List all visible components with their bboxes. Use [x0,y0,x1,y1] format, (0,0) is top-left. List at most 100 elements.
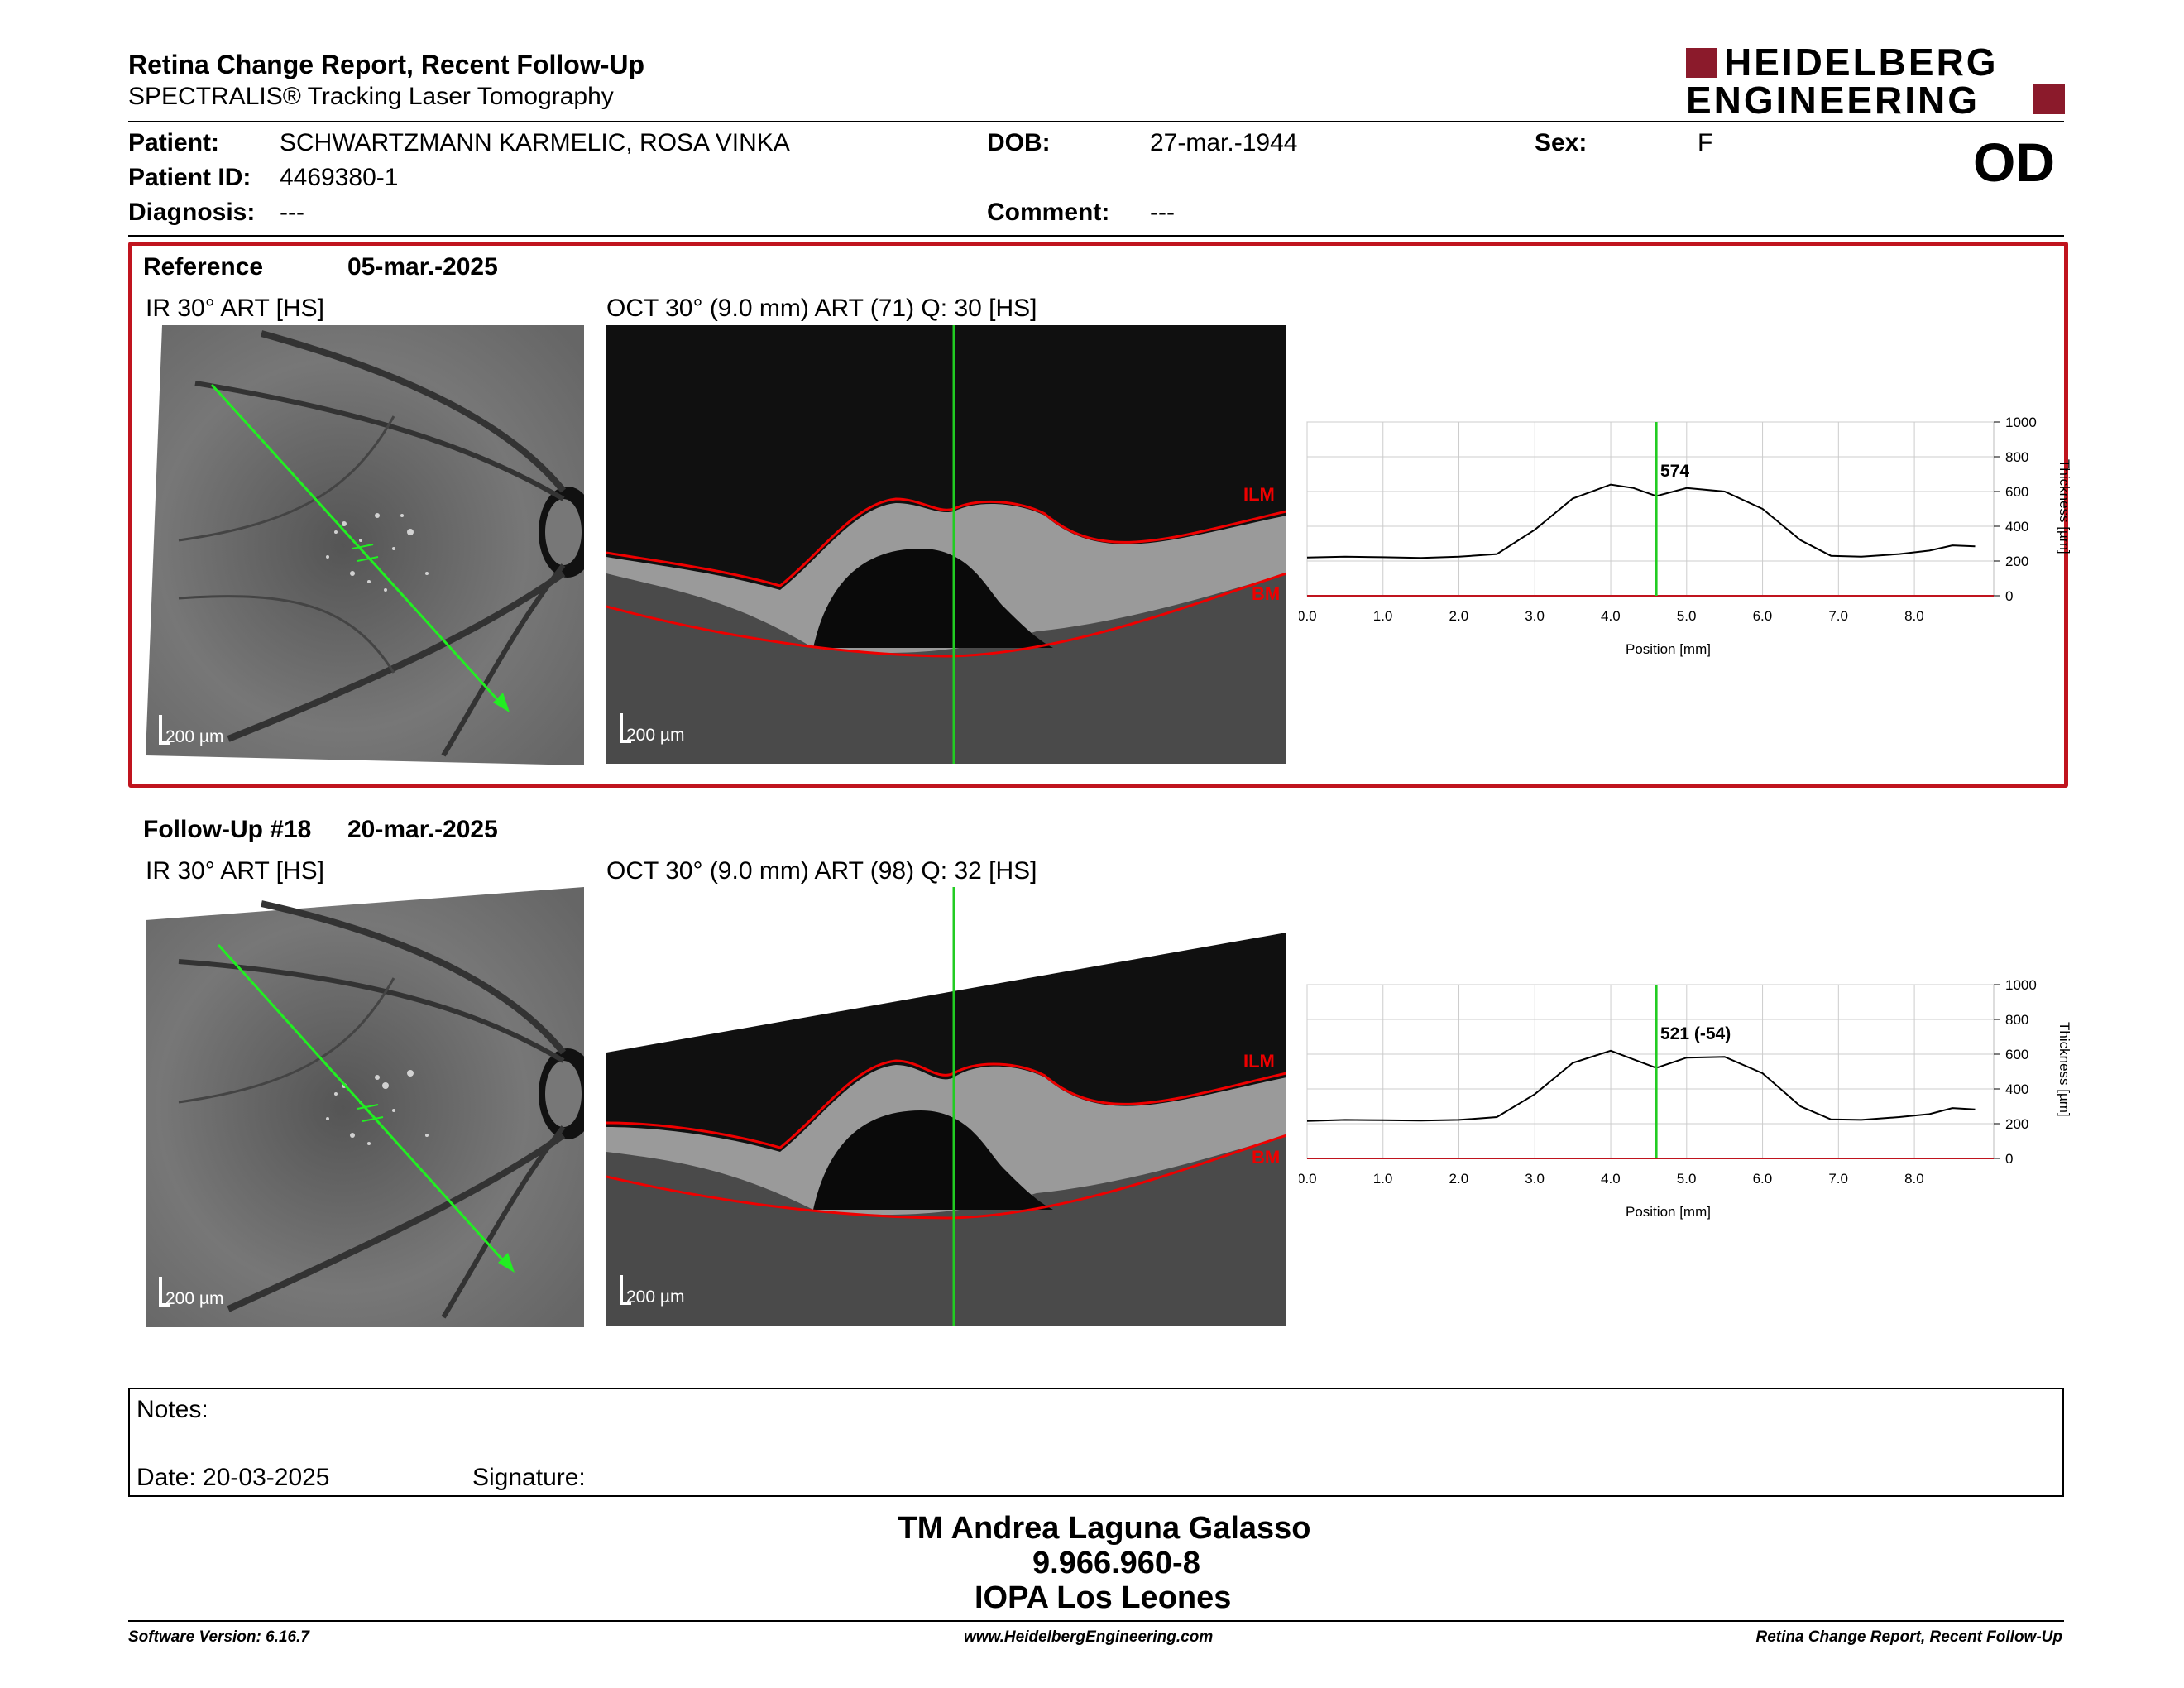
signature-org: IOPA Los Leones [975,1580,1232,1615]
signature-label: Signature: [472,1464,586,1491]
followup-ir-scale: 200 µm [158,1277,224,1308]
logo-text-line1: HEIDELBERG [1724,41,1999,84]
reference-ilm-label: ILM [1243,484,1275,505]
footer-website[interactable]: www.HeidelbergEngineering.com [964,1628,1214,1646]
reference-oct-title: OCT 30° (9.0 mm) ART (71) Q: 30 [HS] [606,295,1037,322]
chart-y-tick-label: 800 [2005,1012,2028,1028]
reference-scan-line [210,383,505,707]
signature-id: 9.966.960-8 [1032,1546,1200,1580]
followup-ilm-label: ILM [1243,1051,1275,1072]
followup-scan-line [217,943,511,1269]
patient-label: Patient: [128,129,220,156]
chart-y-tick-label: 600 [2005,484,2028,500]
footer-software: Software Version: 6.16.7 [128,1628,309,1646]
chart-x-tick-label: 0.0 [1299,1171,1317,1187]
chart-series-line [1306,1049,1976,1122]
chart-y-tick-label: 200 [2005,554,2028,569]
sex-value: F [1698,129,1713,156]
followup-label: Follow-Up #18 [143,816,312,843]
signature-name: TM Andrea Laguna Galasso [898,1511,1311,1546]
chart-x-tick-label: 1.0 [1373,1171,1393,1187]
chart-x-tick-label: 0.0 [1299,608,1317,624]
chart-x-tick-label: 8.0 [1904,1171,1924,1187]
chart-frame [1306,421,1995,597]
chart-y-tick-label: 1000 [2005,977,2037,993]
chart-x-axis-label: Position [mm] [1626,1204,1711,1220]
logo-text-line2: ENGINEERING [1686,79,1980,122]
reference-date: 05-mar.-2025 [347,253,498,281]
reference-thickness-chart: 0.0 1.0 2.0 3.0 4.0 5.0 6.0 7.0 8.0 0 200 400 600 800… [1297,414,2076,679]
chart-x-tick-label: 3.0 [1525,608,1545,624]
chart-x-tick-label: 2.0 [1449,1171,1469,1187]
reference-label: Reference [143,253,264,281]
logo-square-top [1686,48,1717,78]
chart-y-tick-label: 0 [2005,588,2013,604]
reference-ir-scale: 200 µm [158,715,224,746]
reference-oct-image[interactable]: ILM BM 200 µm [606,325,1286,764]
chart-x-tick-label: 4.0 [1601,1171,1621,1187]
chart-x-axis-label: Position [mm] [1626,641,1711,657]
chart-y-tick-label: 0 [2005,1151,2013,1167]
chart-y-tick-label: 1000 [2005,415,2037,430]
chart-x-tick-label: 2.0 [1449,608,1469,624]
reference-bm-label: BM [1252,583,1280,604]
eye-indicator: OD [1973,132,2055,193]
chart-y-tick-label: 600 [2005,1047,2028,1062]
followup-oct-image[interactable]: ILM BM 200 µm [606,887,1286,1326]
chart-x-tick-label: 7.0 [1828,608,1848,624]
reference-ir-title: IR 30° ART [HS] [146,295,324,322]
logo-square-bottom [2033,84,2065,114]
chart-y-axis-label: Thickness [µm] [2057,1022,2072,1117]
reference-marker-value: 574 [1660,462,1690,481]
dob-value: 27-mar.-1944 [1150,129,1298,156]
chart-x-tick-label: 5.0 [1677,1171,1697,1187]
reference-frame [128,242,2068,788]
patient-name: SCHWARTZMANN KARMELIC, ROSA VINKA [280,129,790,156]
chart-y-axis-label: Thickness [µm] [2057,459,2072,554]
chart-frame [1306,984,1995,1159]
chart-y-tick-label: 800 [2005,449,2028,465]
followup-chart-svg: 0.0 1.0 2.0 3.0 4.0 5.0 6.0 7.0 8.0 0 200 400 600 800… [1297,977,2072,1220]
followup-ir-image[interactable]: 200 µm [146,887,584,1327]
reference-ir-image[interactable]: 200 µm [146,325,584,765]
reference-fundus-svg [146,325,584,765]
followup-thickness-chart: 0.0 1.0 2.0 3.0 4.0 5.0 6.0 7.0 8.0 0 200 400 600 800… [1297,976,2076,1241]
followup-oct-svg: ILM BM [606,887,1286,1326]
comment-value: --- [1150,199,1175,226]
chart-x-tick-label: 1.0 [1373,608,1393,624]
chart-y-tick-label: 400 [2005,1081,2028,1097]
chart-x-tick-label: 4.0 [1601,608,1621,624]
comment-label: Comment: [987,199,1110,226]
followup-date: 20-mar.-2025 [347,816,498,843]
chart-y-tick-label: 400 [2005,519,2028,535]
reference-chart-svg: 0.0 1.0 2.0 3.0 4.0 5.0 6.0 7.0 8.0 0 200 400 600 800… [1297,415,2072,657]
report-title: Retina Change Report, Recent Follow-Up [128,50,645,79]
followup-fundus-svg [146,887,584,1327]
notes-label: Notes: [136,1396,208,1423]
sex-label: Sex: [1535,129,1588,156]
diagnosis-value: --- [280,199,304,226]
reference-oct-scale: 200 µm [619,713,685,745]
notes-box[interactable]: Notes: Date: 20-03-2025 Signature: [128,1388,2064,1497]
followup-ir-title: IR 30° ART [HS] [146,857,324,885]
dob-label: DOB: [987,129,1051,156]
patient-id-value: 4469380-1 [280,164,399,191]
followup-bm-label: BM [1252,1147,1280,1168]
chart-y-tick-label: 200 [2005,1116,2028,1132]
chart-x-tick-label: 7.0 [1828,1171,1848,1187]
chart-x-tick-label: 5.0 [1677,608,1697,624]
reference-oct-svg: ILM BM [606,325,1286,764]
chart-x-tick-label: 6.0 [1753,1171,1773,1187]
chart-series-line [1306,483,1976,559]
diagnosis-label: Diagnosis: [128,199,256,226]
followup-oct-scale: 200 µm [619,1275,685,1307]
report-subtitle: SPECTRALIS® Tracking Laser Tomography [128,83,614,110]
patient-id-label: Patient ID: [128,164,251,191]
footer-report: Retina Change Report, Recent Follow-Up [1755,1628,2062,1646]
date-label: Date: 20-03-2025 [136,1464,330,1491]
chart-x-tick-label: 6.0 [1753,608,1773,624]
followup-oct-title: OCT 30° (9.0 mm) ART (98) Q: 32 [HS] [606,857,1037,885]
heidelberg-logo: HEIDELBERG ENGINEERING [1686,41,2067,122]
chart-x-tick-label: 8.0 [1904,608,1924,624]
chart-x-tick-label: 3.0 [1525,1171,1545,1187]
